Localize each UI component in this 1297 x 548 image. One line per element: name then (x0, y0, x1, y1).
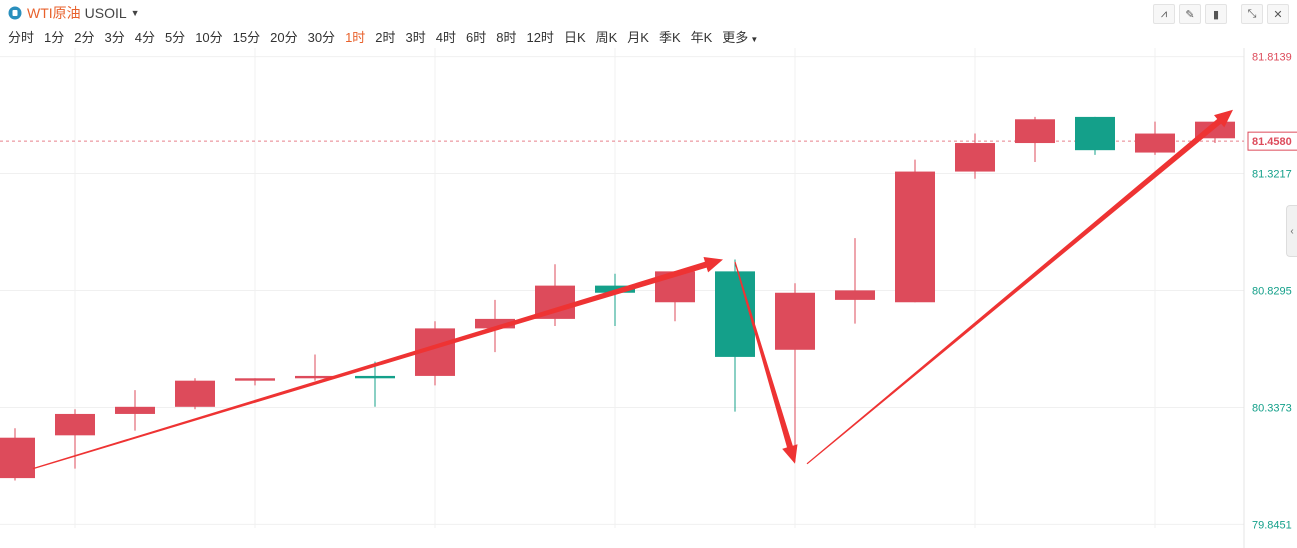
timeframe-bar: 分时 1分 2分 3分 4分 5分 10分 15分 20分 30分 1时 2时 3时 4时 6时 8时 12时日… (8, 27, 768, 45)
candle-body (235, 378, 275, 381)
candle-body (835, 290, 875, 300)
candle-body (355, 375, 395, 379)
chevron-down-icon: ▼ (130, 8, 140, 18)
timeframe-tab[interactable]: 月K (627, 29, 649, 45)
candle-body (475, 318, 515, 329)
timeframe-tab[interactable]: 1分 (44, 29, 65, 45)
timeframe-tab[interactable]: 15分 (232, 29, 261, 45)
candlestick-chart[interactable]: 81.8139 81.3217 80.8295 80.3373 79.8451 81.45… (0, 48, 1297, 548)
timeframe-tab[interactable]: 8时 (496, 29, 517, 45)
timeframe-tab[interactable]: 6时 (466, 29, 487, 45)
top-bar: WTI原油 USOIL ▼ ⩘ ✎ ▮ ⤡ ✕ (0, 0, 1297, 24)
line-tool-icon[interactable]: ⩘ (1153, 4, 1175, 24)
candle-type-icon[interactable]: ▮ (1205, 4, 1227, 24)
chart-toolbar: ⩘ ✎ ▮ ⤡ ✕ (1153, 4, 1289, 24)
timeframe-tab[interactable]: 季K (658, 29, 681, 45)
y-tick-label: 79.8451 (1252, 519, 1292, 531)
chevron-down-icon: ▼ (750, 34, 759, 44)
timeframe-tab[interactable]: 4时 (435, 29, 456, 45)
draw-pencil-icon[interactable]: ✎ (1179, 4, 1201, 24)
candle-body (0, 437, 35, 479)
candle-body (115, 406, 155, 414)
candle-body (1075, 116, 1115, 151)
y-tick-label: 81.8139 (1252, 52, 1292, 64)
y-tick-label: 80.3373 (1252, 402, 1292, 414)
timeframe-more-button[interactable]: 更多 ▼ (722, 27, 758, 46)
symbol-name: WTI原油 (27, 5, 81, 21)
candle-body (715, 271, 755, 357)
trend-arrow (806, 109, 1233, 465)
timeframe-tab[interactable]: 20分 (270, 29, 298, 45)
candle-body (1015, 119, 1055, 144)
last-price-badge (1247, 131, 1297, 151)
last-price-label: 81.4580 (1252, 136, 1292, 148)
timeframe-tab[interactable]: 12时 (526, 29, 554, 45)
timeframe-more-label: 更多 (722, 29, 749, 45)
candle-body (295, 375, 335, 379)
trend-arrow (734, 261, 798, 464)
candle-body (895, 171, 935, 303)
timeframe-tab[interactable]: 5分 (164, 29, 186, 45)
candle-body (955, 143, 995, 172)
candle-body (775, 292, 815, 350)
trend-arrow (32, 257, 724, 470)
timeframe-tab[interactable]: 日K (563, 29, 586, 45)
collapse-icon[interactable]: ⤡ (1241, 4, 1263, 24)
timeframe-tab[interactable]: 30分 (307, 29, 336, 45)
candle-body (1135, 133, 1175, 153)
candle-body (55, 413, 95, 436)
timeframe-tab[interactable]: 2分 (74, 29, 95, 45)
chevron-left-icon: ‹ (1290, 225, 1294, 237)
timeframe-tab[interactable]: 2时 (375, 29, 396, 45)
symbol-badge-icon (8, 6, 22, 20)
timeframe-tab[interactable]: 10分 (195, 29, 223, 45)
timeframe-tab[interactable]: 年K (690, 29, 713, 45)
y-tick-label: 81.3217 (1252, 169, 1292, 181)
timeframe-tab[interactable]: 4分 (134, 29, 155, 45)
y-tick-label: 80.8295 (1252, 285, 1292, 297)
side-panel-toggle[interactable]: ‹ (1286, 205, 1297, 257)
symbol-code: USOIL (84, 5, 127, 21)
close-icon[interactable]: ✕ (1267, 4, 1289, 24)
timeframe-tab[interactable]: 3分 (104, 29, 125, 45)
candle-body (175, 380, 215, 407)
timeframe-tab[interactable]: 1时 (345, 29, 366, 45)
timeframe-tab[interactable]: 分时 (8, 29, 35, 45)
timeframe-tab[interactable]: 周K (595, 29, 618, 45)
candle-body (595, 285, 635, 293)
timeframe-tab[interactable]: 3时 (405, 29, 426, 45)
symbol-selector[interactable]: WTI原油 USOIL ▼ (8, 3, 140, 23)
